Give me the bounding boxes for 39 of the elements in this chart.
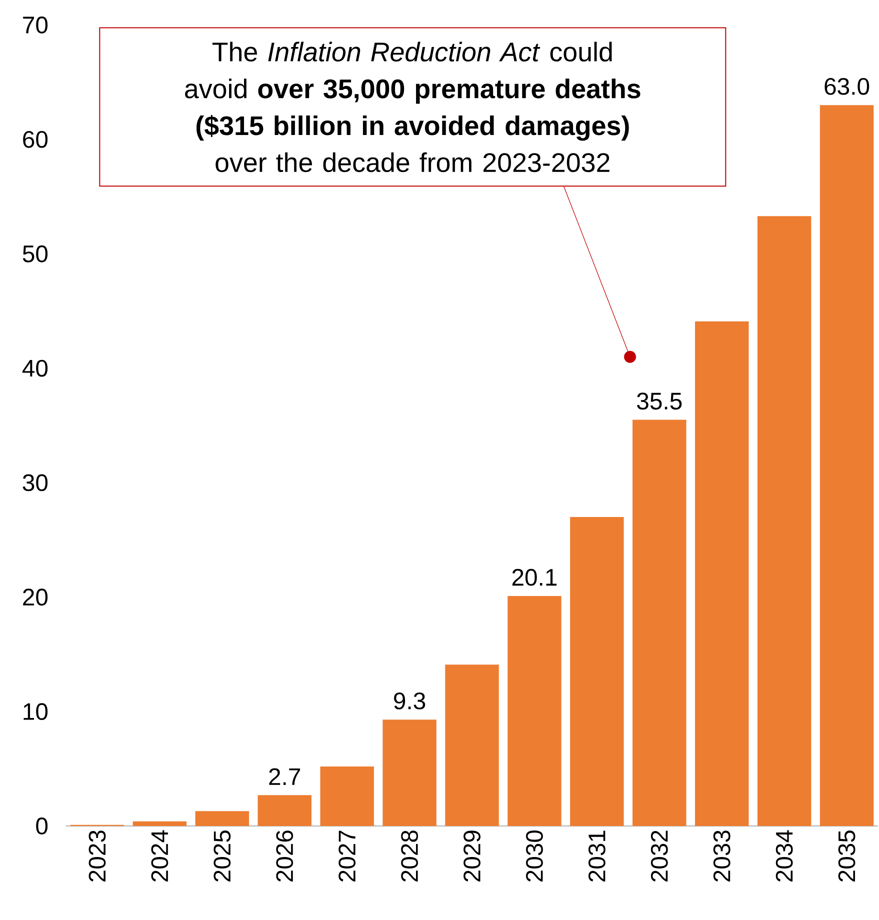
bar	[320, 766, 374, 826]
x-tick-label: 2028	[401, 830, 418, 882]
data-label: 35.5	[637, 392, 682, 410]
x-tick-label: 2030	[526, 830, 543, 882]
x-tick-label: 2025	[214, 830, 231, 882]
data-label: 2.7	[269, 768, 300, 785]
bar	[694, 321, 749, 826]
data-label: 63.0	[824, 78, 870, 95]
x-tick-label: 2032	[650, 830, 668, 882]
x-tick-label: 2034	[776, 830, 793, 882]
bar	[132, 821, 187, 826]
y-tick-label: 40	[22, 360, 48, 377]
x-tick-label: 2033	[713, 830, 730, 882]
bar	[508, 596, 562, 826]
x-tick-label: 2026	[276, 830, 294, 882]
y-tick-label: 60	[23, 130, 48, 148]
data-label: 9.3	[394, 692, 426, 710]
data-label: 20.1	[512, 568, 557, 586]
x-tick-label: 2024	[151, 830, 168, 882]
y-tick-label: 50	[22, 245, 48, 262]
bar	[757, 216, 812, 826]
bar	[382, 720, 436, 826]
x-tick-label: 2035	[838, 830, 856, 882]
bar	[632, 420, 686, 826]
bar	[195, 811, 250, 826]
text: The Inflation Reduction Act could avoid over 35,000 premature deaths ($315 billion in avoided damages) over the decade from 2023-2032	[185, 42, 640, 172]
bar	[258, 795, 312, 826]
y-tick-label: 0	[36, 818, 48, 834]
y-tick-label: 10	[24, 703, 48, 720]
x-tick-label: 2023	[88, 830, 106, 882]
bar	[820, 105, 874, 826]
y-tick-label: 20	[23, 588, 48, 606]
y-tick-label: 30	[22, 474, 48, 492]
x-tick-label: 2031	[588, 830, 606, 882]
x-tick-label: 2029	[464, 830, 480, 882]
bar	[445, 664, 499, 826]
x-tick-label: 2027	[338, 830, 356, 882]
bar	[570, 517, 624, 826]
y-tick-label: 70	[23, 16, 48, 34]
